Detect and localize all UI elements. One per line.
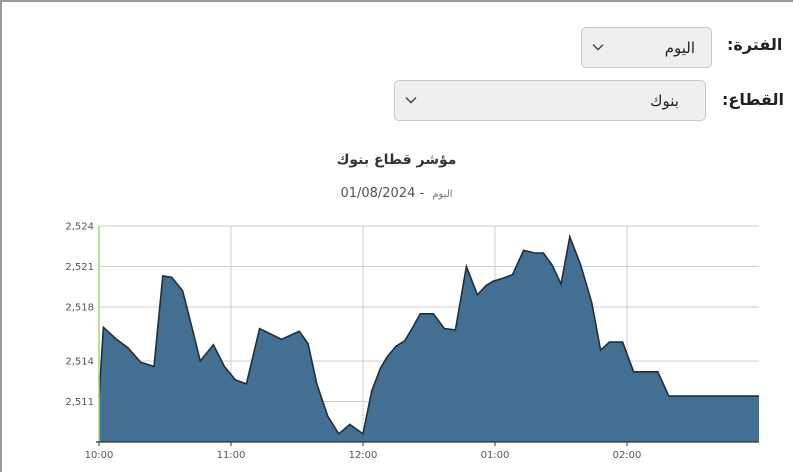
chart-subtitle-date: 01/08/2024 xyxy=(340,186,416,201)
y-tick-label: 2,518 xyxy=(65,303,94,314)
y-tick-label: 2,514 xyxy=(65,357,94,368)
chevron-down-icon xyxy=(592,43,604,51)
y-tick-label: 2,524 xyxy=(65,222,94,233)
chart-subtitle-separator: - xyxy=(419,186,425,201)
chart-subtitle: 01/08/2024 - اليوم xyxy=(0,186,793,201)
area-series-line xyxy=(98,233,759,436)
x-tick-label: 01:00 xyxy=(481,450,510,461)
window-left-border xyxy=(0,0,2,472)
chart-title: مؤشر قطاع بنوك xyxy=(336,152,457,168)
sector-select[interactable]: بنوك xyxy=(394,80,706,121)
period-label: الفترة: xyxy=(727,35,783,54)
x-tick-label: 02:00 xyxy=(613,450,642,461)
chart-subtitle-period: اليوم xyxy=(432,189,453,200)
chevron-down-icon xyxy=(405,96,417,104)
y-axis-labels: 2,511 2,514 2,518 2,521 2,524 xyxy=(65,222,94,409)
y-tick-label: 2,521 xyxy=(65,262,94,273)
window-top-border xyxy=(0,0,793,2)
x-tick-label: 11:00 xyxy=(217,450,246,461)
x-axis-labels: 10:00 11:00 12:00 01:00 02:00 xyxy=(85,450,642,461)
chart-axes xyxy=(96,226,759,443)
x-tick-label: 10:00 xyxy=(85,450,114,461)
period-select[interactable]: اليوم xyxy=(581,27,712,68)
sector-label: القطاع: xyxy=(722,90,784,109)
y-tick-label: 2,511 xyxy=(65,397,94,408)
period-select-value: اليوم xyxy=(664,38,695,57)
area-series-fill xyxy=(99,236,759,442)
sector-select-value: بنوك xyxy=(650,91,679,110)
x-tick-label: 12:00 xyxy=(349,450,378,461)
